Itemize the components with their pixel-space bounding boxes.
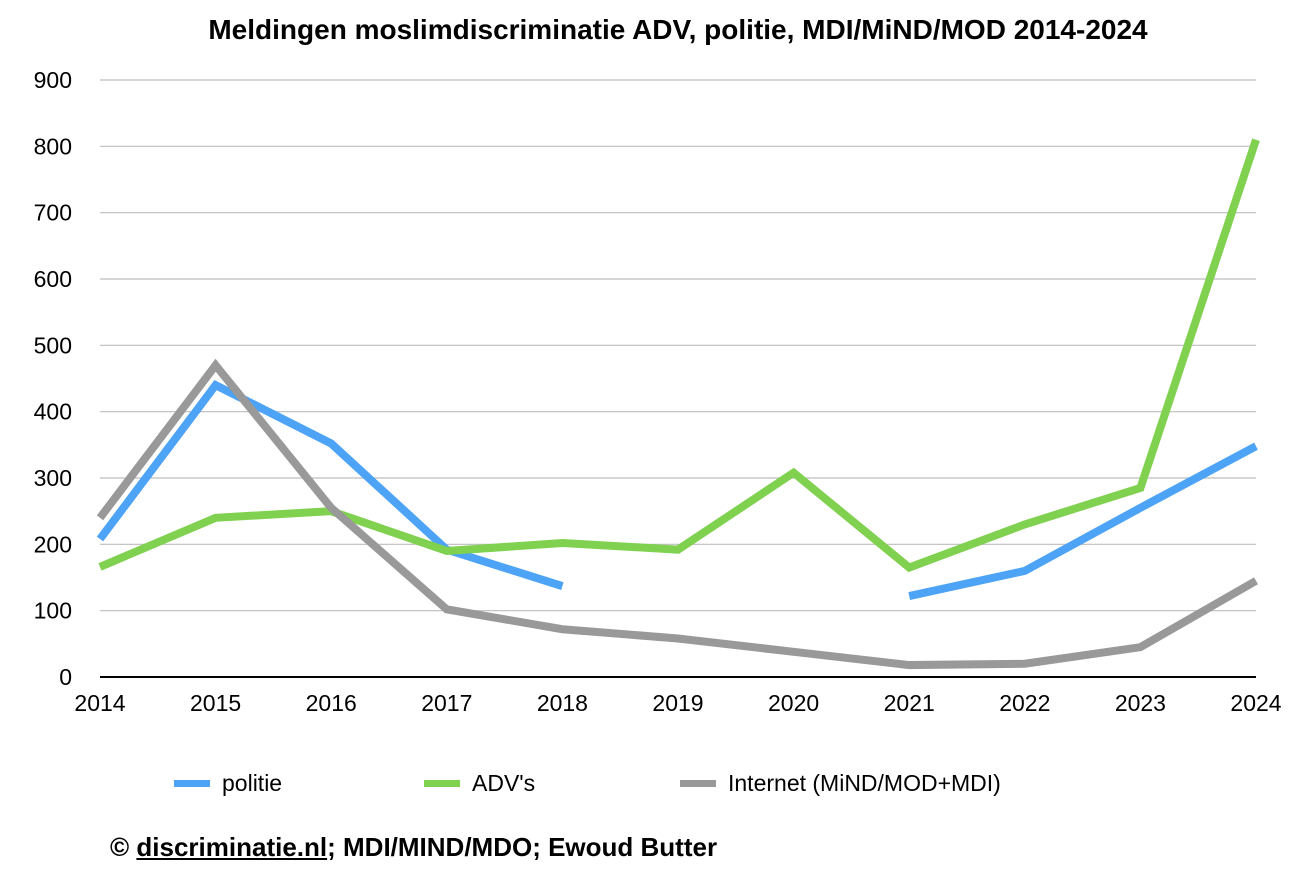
- data-point: [212, 361, 220, 369]
- legend-swatch-politie: [174, 780, 210, 787]
- series-line: [908, 442, 1258, 600]
- x-tick-label: 2023: [1115, 690, 1166, 716]
- data-point: [1136, 484, 1144, 492]
- data-point: [1252, 442, 1260, 450]
- y-tick-label: 700: [34, 200, 72, 226]
- y-tick-label: 200: [34, 531, 72, 557]
- data-point: [96, 563, 104, 571]
- legend: politie ADV's Internet (MiND/MOD+MDI): [0, 770, 1314, 804]
- x-tick-label: 2022: [999, 690, 1050, 716]
- x-tick-label: 2015: [190, 690, 241, 716]
- data-point: [96, 535, 104, 543]
- y-tick-label: 400: [34, 399, 72, 425]
- legend-label-internet: Internet (MiND/MOD+MDI): [728, 770, 1001, 796]
- data-point: [212, 514, 220, 522]
- series-line: [96, 358, 1258, 670]
- data-point: [1021, 520, 1029, 528]
- series-lines: [96, 136, 1260, 670]
- x-tick-label: 2016: [306, 690, 357, 716]
- legend-label-adv: ADV's: [472, 770, 536, 796]
- data-point: [443, 547, 451, 555]
- data-point: [1021, 567, 1029, 575]
- data-point: [1252, 136, 1260, 144]
- credit-line: © discriminatie.nl; MDI/MIND/MDO; Ewoud …: [110, 832, 717, 863]
- chart-title: Meldingen moslimdiscriminatie ADV, polit…: [208, 14, 1148, 45]
- legend-swatch-internet: [680, 780, 716, 787]
- x-tick-label: 2024: [1230, 690, 1281, 716]
- x-tick-label: 2018: [537, 690, 588, 716]
- y-tick-label: 900: [34, 67, 72, 93]
- series-2: [96, 358, 1260, 670]
- credit-suffix: ; MDI/MIND/MDO; Ewoud Butter: [327, 832, 718, 862]
- legend-swatch-adv: [424, 780, 460, 787]
- series-1: [96, 136, 1260, 573]
- y-tick-label: 100: [34, 598, 72, 624]
- x-tick-label: 2019: [652, 690, 703, 716]
- series-line: [98, 138, 1260, 573]
- x-tick-label: 2021: [884, 690, 935, 716]
- data-point: [443, 605, 451, 613]
- data-point: [327, 504, 335, 512]
- data-point: [96, 514, 104, 522]
- series-line: [96, 380, 564, 590]
- credit-link[interactable]: discriminatie.nl: [136, 832, 328, 862]
- y-tick-label: 800: [34, 133, 72, 159]
- x-axis-ticks: 2014 2015 2016 2017 2018 2019 2020 2021 2022 2023…: [74, 690, 1281, 716]
- data-point: [905, 661, 913, 669]
- x-tick-label: 2020: [768, 690, 819, 716]
- data-point: [790, 648, 798, 656]
- data-point: [1252, 577, 1260, 585]
- y-tick-label: 300: [34, 465, 72, 491]
- data-point: [212, 381, 220, 389]
- data-point: [327, 440, 335, 448]
- y-tick-label: 600: [34, 266, 72, 292]
- data-point: [1136, 643, 1144, 651]
- data-point: [558, 582, 566, 590]
- series-0: [96, 380, 1260, 600]
- data-point: [1136, 504, 1144, 512]
- data-point: [674, 635, 682, 643]
- credit-prefix: ©: [110, 832, 137, 862]
- data-point: [905, 564, 913, 572]
- legend-label-politie: politie: [222, 770, 283, 796]
- data-point: [790, 469, 798, 477]
- gridlines: [100, 79, 1256, 678]
- y-tick-label: 0: [59, 664, 72, 690]
- y-tick-label: 500: [34, 332, 72, 358]
- x-tick-label: 2014: [74, 690, 125, 716]
- data-point: [558, 539, 566, 547]
- x-tick-label: 2017: [421, 690, 472, 716]
- legend-item-politie: politie: [174, 770, 282, 797]
- data-point: [905, 592, 913, 600]
- y-axis-ticks: 0 100 200 300 400 500 600 700 800 900: [34, 67, 72, 690]
- legend-item-internet: Internet (MiND/MOD+MDI): [680, 770, 1001, 797]
- data-point: [674, 546, 682, 554]
- data-point: [558, 625, 566, 633]
- legend-item-adv: ADV's: [424, 770, 535, 797]
- data-point: [1021, 660, 1029, 668]
